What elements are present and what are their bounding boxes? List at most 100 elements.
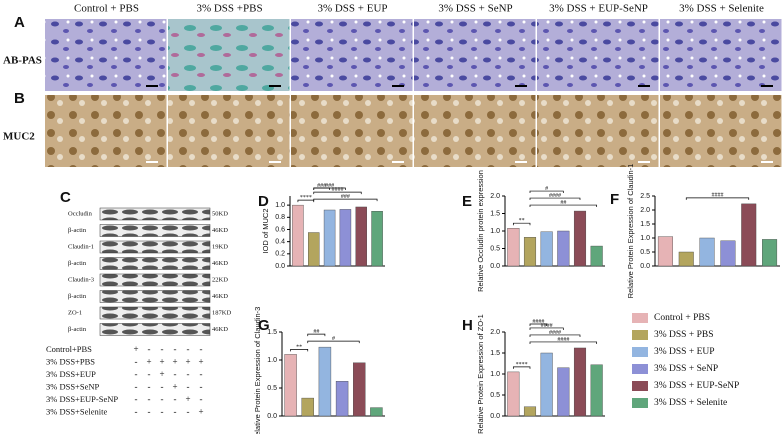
legend-label: 3% DSS + EUP	[654, 347, 715, 357]
band-name: Occludin	[68, 210, 93, 217]
band	[99, 224, 211, 237]
bar	[507, 371, 520, 417]
treatment-name: 3% DSS+EUP-SeNP	[46, 394, 118, 404]
treatment-sign: +	[159, 357, 164, 367]
treatment-sign: +	[146, 357, 151, 367]
panel-letter: G	[258, 317, 270, 334]
treatment-name: 3% DSS+Selenite	[46, 406, 107, 416]
band	[99, 257, 211, 270]
micrograph	[537, 95, 659, 167]
significance-label: **	[296, 344, 302, 350]
bar	[523, 237, 537, 267]
micrograph	[45, 95, 167, 167]
bar	[657, 236, 673, 267]
y-tick-label: 1.5	[490, 350, 500, 357]
treatment-name: 3% DSS+PBS	[46, 356, 95, 366]
bar	[308, 232, 320, 267]
micrograph	[168, 95, 290, 167]
treatment-sign: -	[161, 344, 164, 354]
micrograph	[414, 19, 536, 91]
band	[99, 323, 211, 336]
bar	[557, 230, 570, 267]
panel-letter: A	[14, 14, 25, 31]
significance-label: **	[519, 218, 525, 224]
bar	[557, 367, 570, 417]
y-tick-label: 1.0	[490, 371, 500, 378]
treatment-sign: -	[135, 369, 138, 379]
significance-bracket	[307, 340, 360, 344]
band	[99, 207, 211, 221]
bar	[699, 237, 715, 267]
treatment-sign: -	[148, 382, 151, 392]
micrograph	[291, 95, 413, 167]
y-tick-label: 0.0	[275, 263, 285, 270]
band-size: 50KD	[212, 210, 228, 217]
y-tick-label: 1.5	[267, 329, 277, 336]
bar	[318, 346, 332, 417]
bar	[284, 354, 297, 417]
significance-label: #	[332, 336, 335, 342]
significance-label: ****	[300, 195, 312, 201]
legend-label: 3% DSS + Selenite	[654, 398, 727, 408]
treatment-sign: -	[200, 382, 203, 392]
significance-bracket	[529, 323, 548, 326]
bar	[339, 209, 352, 267]
treatment-sign: -	[187, 369, 190, 379]
treatment-sign: -	[135, 382, 138, 392]
micrograph-grid: Control + PBS 3% DSS +PBS 3% DSS + EUP 3% D…	[3, 3, 782, 167]
y-tick-label: 0.5	[490, 392, 500, 399]
significance-label: ###	[317, 183, 326, 189]
significance-bracket	[529, 341, 598, 344]
treatment-sign: -	[174, 369, 177, 379]
legend-swatch	[632, 347, 648, 357]
panel-letter: E	[462, 193, 472, 210]
band-name: β-actin	[68, 260, 87, 267]
column-header: Control + PBS	[74, 3, 139, 15]
bar	[523, 406, 537, 417]
significance-label: ####	[549, 330, 561, 336]
bar	[540, 352, 553, 417]
y-tick-label: 0.0	[490, 413, 500, 420]
western-blot: C Occludin 50KD β-actin 46KD Claudin-1 19KD β-a…	[46, 189, 231, 417]
bar	[573, 347, 587, 417]
band-name: ZO-1	[68, 309, 82, 316]
significance-bracket	[529, 190, 564, 194]
bar	[540, 231, 553, 267]
bar	[590, 245, 603, 267]
treatment-sign: -	[161, 394, 164, 404]
significance-bracket	[529, 334, 581, 337]
bar	[762, 239, 778, 267]
significance-label: #	[545, 186, 548, 192]
legend-label: 3% DSS + PBS	[654, 330, 713, 340]
y-tick-label: 0.6	[275, 226, 285, 233]
treatment-sign: -	[161, 382, 164, 392]
significance-label: ####	[532, 319, 544, 325]
significance-bracket	[313, 198, 378, 202]
panel-letter: C	[60, 189, 71, 206]
band	[99, 240, 211, 254]
treatment-sign: -	[148, 394, 151, 404]
significance-bracket	[529, 327, 564, 330]
significance-bracket	[529, 197, 581, 201]
band-name: β-actin	[68, 293, 87, 300]
treatment-name: 3% DSS+EUP	[46, 369, 96, 379]
y-tick-label: 0.4	[275, 238, 285, 245]
treatment-sign: -	[187, 344, 190, 354]
band-name: β-actin	[68, 227, 87, 234]
bar	[355, 206, 367, 267]
legend-label: 3% DSS + SeNP	[654, 364, 718, 374]
treatment-sign: -	[135, 407, 138, 417]
band	[99, 306, 211, 320]
significance-label: ####	[557, 337, 569, 343]
row-label: MUC2	[3, 131, 35, 143]
significance-label: ##	[313, 329, 319, 335]
legend-label: Control + PBS	[654, 313, 710, 323]
significance-label: ###	[325, 183, 334, 189]
significance-label: ####	[549, 193, 561, 199]
legend-swatch	[632, 381, 648, 391]
panel-letter: D	[258, 193, 269, 210]
treatment-sign: +	[198, 357, 203, 367]
y-tick-label: 2.0	[490, 329, 500, 336]
